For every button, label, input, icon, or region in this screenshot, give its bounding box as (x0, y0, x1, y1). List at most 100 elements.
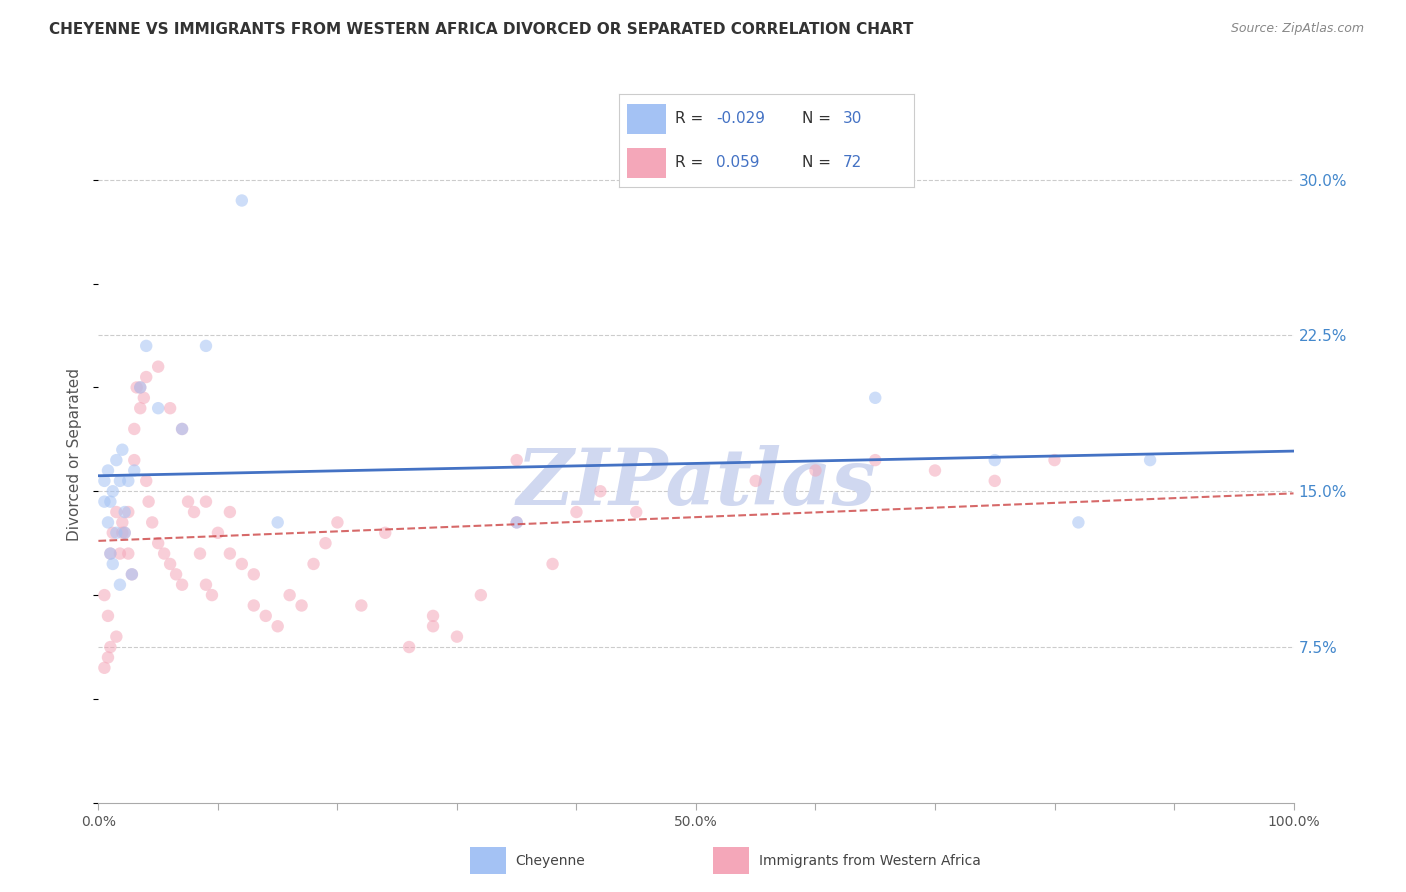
Bar (627, 148, 666, 178)
Point (290, 599, 312, 613)
Point (267, 516, 290, 530)
Point (267, 619, 290, 633)
Point (194, 494, 217, 508)
Point (111, 442, 134, 457)
Point (172, 578, 194, 592)
Text: N =: N = (801, 155, 831, 170)
Point (97, 463, 120, 477)
Point (243, 599, 266, 613)
Text: 72: 72 (844, 155, 862, 170)
Point (141, 516, 163, 530)
Point (105, 505, 128, 519)
Point (231, 557, 253, 571)
Point (97, 650, 120, 665)
Point (125, 380, 148, 394)
Point (422, 608, 444, 623)
Point (624, 505, 647, 519)
Point (148, 401, 170, 416)
Point (97, 516, 120, 530)
Text: Source: ZipAtlas.com: Source: ZipAtlas.com (1230, 22, 1364, 36)
Point (194, 339, 217, 353)
Text: 0.059: 0.059 (716, 155, 759, 170)
Point (1067, 516, 1090, 530)
Point (135, 370, 157, 384)
Point (983, 453, 1005, 467)
Point (315, 536, 337, 550)
Point (98, 547, 122, 561)
Point (172, 422, 194, 436)
Point (188, 547, 211, 561)
Point (105, 453, 128, 467)
Point (148, 359, 170, 374)
Point (470, 588, 492, 602)
Point (302, 557, 325, 571)
Point (201, 588, 224, 602)
Point (114, 505, 136, 519)
Point (117, 505, 139, 519)
Point (983, 474, 1005, 488)
Point (924, 463, 946, 477)
Point (219, 547, 242, 561)
Y-axis label: Divorced or Separated: Divorced or Separated (67, 368, 83, 541)
Point (105, 525, 128, 540)
Point (194, 578, 217, 592)
Point (254, 608, 277, 623)
Point (121, 567, 143, 582)
Point (98, 640, 122, 654)
Point (506, 516, 529, 530)
Point (132, 391, 155, 405)
Point (159, 557, 181, 571)
Text: CHEYENNE VS IMMIGRANTS FROM WESTERN AFRICA DIVORCED OR SEPARATED CORRELATION CHA: CHEYENNE VS IMMIGRANTS FROM WESTERN AFRI… (49, 22, 914, 37)
Point (98, 494, 122, 508)
Point (101, 484, 124, 499)
Text: 30: 30 (844, 112, 862, 127)
Point (1043, 453, 1066, 467)
Point (172, 422, 194, 436)
Point (374, 525, 396, 540)
Point (278, 588, 301, 602)
Text: N =: N = (801, 112, 831, 127)
Point (589, 484, 612, 499)
Point (804, 463, 827, 477)
Point (105, 630, 128, 644)
Point (446, 630, 468, 644)
Point (108, 547, 131, 561)
Point (177, 494, 200, 508)
Point (565, 505, 588, 519)
Point (422, 619, 444, 633)
Point (98, 547, 122, 561)
Point (863, 453, 886, 467)
Point (231, 194, 253, 208)
Text: ZIPatlas: ZIPatlas (516, 444, 876, 521)
Point (745, 474, 768, 488)
Point (129, 380, 152, 394)
Point (93, 661, 115, 675)
Point (97, 608, 120, 623)
Point (93, 588, 115, 602)
Point (108, 474, 131, 488)
Point (326, 516, 349, 530)
Point (153, 547, 176, 561)
Bar (713, 847, 748, 874)
Point (124, 453, 146, 467)
Point (138, 494, 160, 508)
Point (124, 422, 146, 436)
Point (135, 339, 157, 353)
Point (219, 505, 242, 519)
Text: R =: R = (675, 112, 703, 127)
Point (114, 525, 136, 540)
Point (101, 557, 124, 571)
Point (207, 525, 229, 540)
Point (541, 557, 564, 571)
Point (183, 505, 205, 519)
Point (165, 567, 187, 582)
Point (129, 401, 152, 416)
Point (1139, 453, 1161, 467)
Point (124, 463, 146, 477)
Point (243, 567, 266, 582)
Bar (627, 104, 666, 134)
Text: Immigrants from Western Africa: Immigrants from Western Africa (759, 854, 980, 868)
Point (111, 525, 134, 540)
Point (93, 474, 115, 488)
Text: Cheyenne: Cheyenne (516, 854, 585, 868)
